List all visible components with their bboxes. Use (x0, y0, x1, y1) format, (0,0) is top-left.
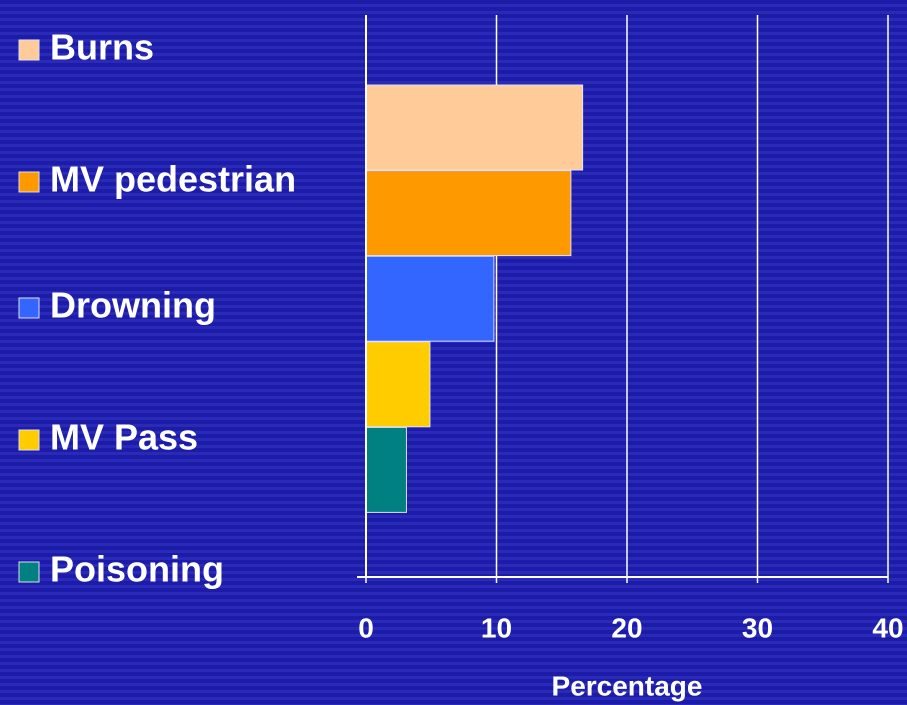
legend-swatch (18, 39, 40, 61)
x-tick-label: 30 (742, 612, 773, 643)
bar (365, 255, 495, 342)
legend-swatch (18, 561, 40, 583)
legend-swatch (18, 297, 40, 319)
legend-swatch (18, 171, 40, 193)
legend-label: MV Pass (50, 417, 198, 458)
x-axis-label: Percentage (552, 670, 703, 701)
x-tick-label: 10 (481, 612, 512, 643)
legend-label: Drowning (50, 285, 216, 326)
x-tick-label: 40 (872, 612, 903, 643)
x-tick-label: 0 (358, 612, 374, 643)
bar (365, 341, 431, 428)
bar (365, 84, 584, 171)
legend-label: Burns (50, 27, 154, 68)
legend-label: Poisoning (50, 549, 224, 590)
legend-label: MV pedestrian (50, 159, 296, 200)
bar (365, 170, 572, 257)
bar (365, 426, 407, 513)
x-tick-label: 20 (611, 612, 642, 643)
legend-swatch (18, 429, 40, 451)
